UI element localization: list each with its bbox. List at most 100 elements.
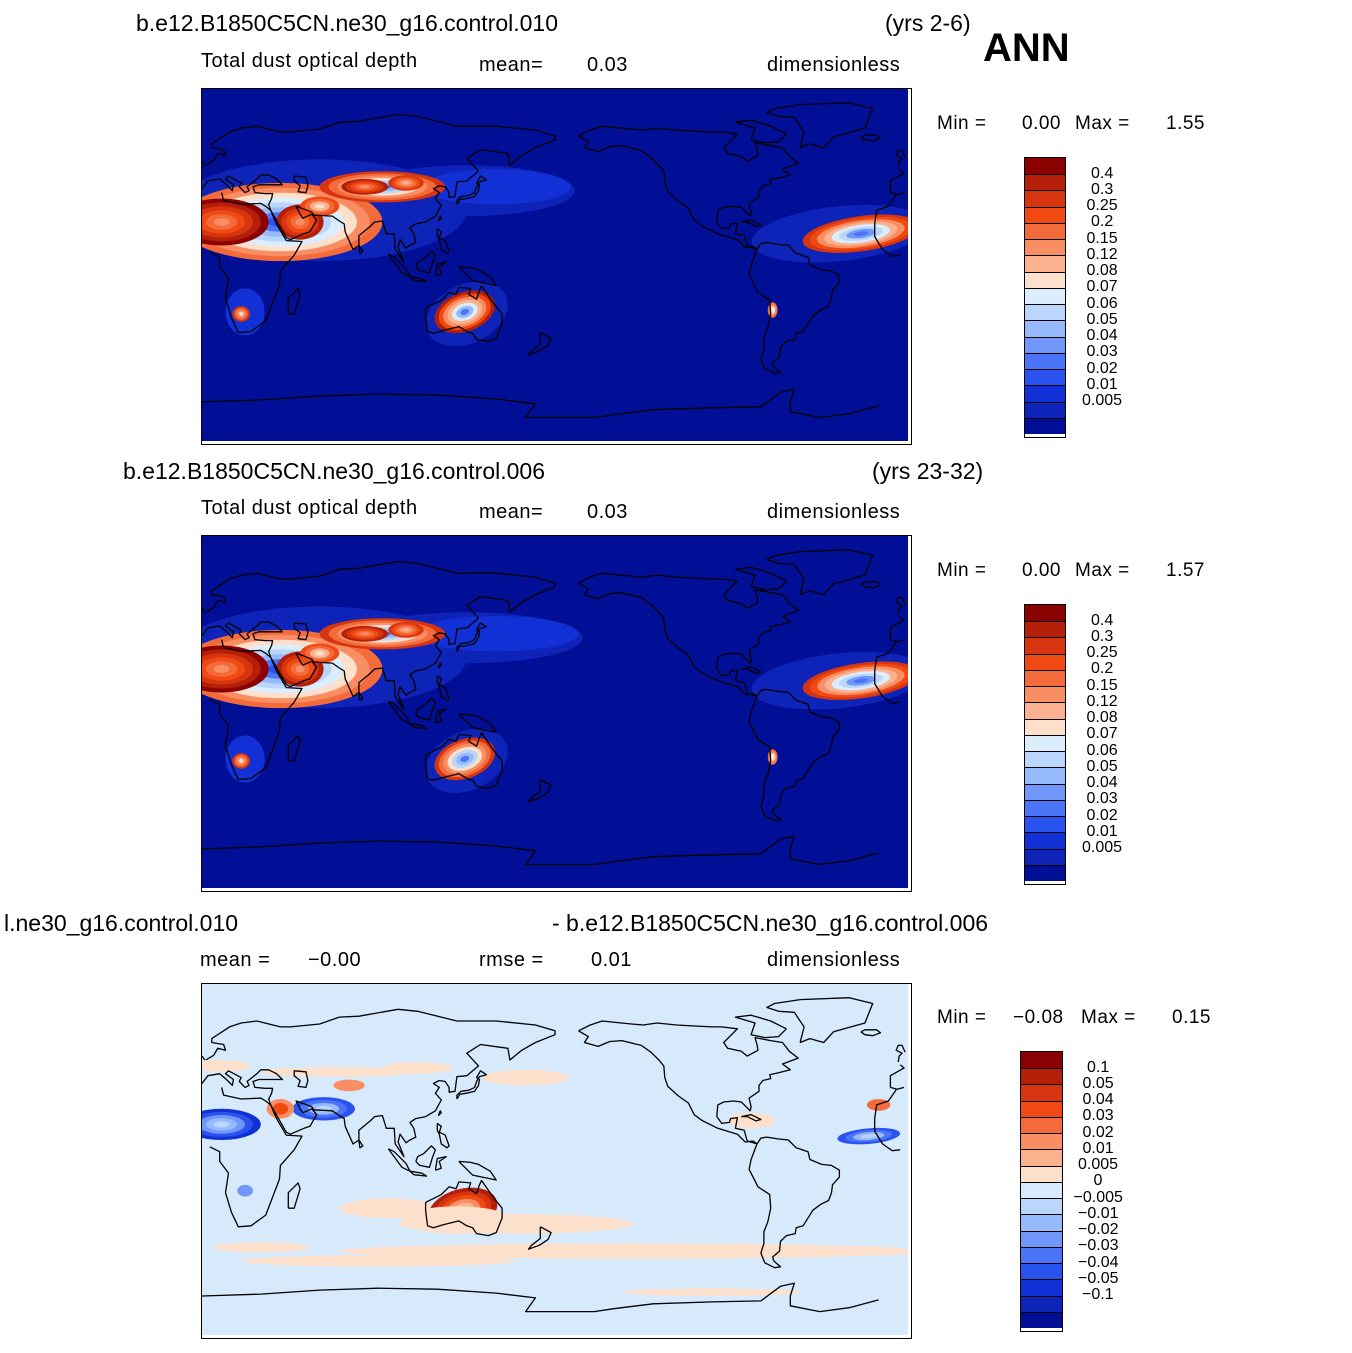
- coastline-sumatra: [387, 1148, 411, 1172]
- panel3-mean-label: mean =: [200, 949, 271, 971]
- background-field: [202, 536, 908, 888]
- pacific-plume-2: [421, 169, 571, 205]
- coastline-greenland: [766, 549, 874, 596]
- coastline-iceland: [860, 1029, 882, 1037]
- colorbar-swatch: [1025, 255, 1065, 272]
- coastline-taiwan: [437, 215, 442, 222]
- coastline-madagascar: [287, 734, 301, 762]
- colorbar-tick-label: 0.06: [1086, 741, 1118, 759]
- iran-core-ring-3: [314, 203, 325, 209]
- panel2-colorbar: [1024, 604, 1066, 885]
- colorbar-tick-label: 0.05: [1086, 310, 1118, 328]
- coastline-namerica: [578, 125, 799, 251]
- colorbar-tick-label: 0.3: [1091, 181, 1114, 198]
- colorbar-swatch: [1025, 832, 1065, 849]
- colorbar-tick-label: −0.01: [1078, 1204, 1119, 1222]
- colorbar-swatch: [1021, 1052, 1062, 1069]
- colorbar-swatch: [1025, 369, 1065, 386]
- panel3-rmse-value: 0.01: [591, 949, 632, 971]
- colorbar-swatch: [1021, 1198, 1062, 1215]
- coastline-africa: [209, 192, 901, 334]
- coastline-baffin: [734, 119, 787, 144]
- colorbar-tick-label: −0.1: [1082, 1286, 1114, 1303]
- dust-field-svg: [202, 536, 908, 888]
- kalahari-core-ring-3: [239, 311, 244, 316]
- panel2-mean-label: mean=: [479, 501, 544, 523]
- coastline-australia: [424, 732, 503, 789]
- colorbar-swatch: [1025, 605, 1065, 622]
- coastline-cuba: [741, 219, 762, 227]
- panel2-units: dimensionless: [767, 501, 901, 523]
- colorbar-swatch: [1025, 686, 1065, 703]
- colorbar-swatch: [1021, 1279, 1062, 1296]
- colorbar-swatch: [1025, 385, 1065, 402]
- coastline-taiwan: [437, 662, 442, 669]
- sahara-core-ring-5: [213, 665, 230, 673]
- panel1-min-label: Min =: [937, 113, 987, 134]
- europe-band: [202, 1060, 251, 1072]
- colorbar-tick-label: 0.2: [1091, 660, 1114, 678]
- coastline-baffin: [734, 1014, 787, 1039]
- colorbar-tick-label: −0.03: [1078, 1237, 1119, 1255]
- colorbar-tick-label: 0.04: [1086, 774, 1118, 792]
- coastline-japan: [456, 1070, 488, 1100]
- colorbar-tick-label: 0.2: [1091, 213, 1114, 231]
- colorbar-swatch: [1025, 702, 1065, 719]
- panel1-mean-value: 0.03: [587, 54, 628, 76]
- coastline-greenland: [766, 102, 874, 149]
- colorbar-swatch: [1025, 783, 1065, 800]
- colorbar-swatch: [1025, 401, 1065, 418]
- panel1-units: dimensionless: [767, 54, 901, 76]
- panel1-min-value: 0.00: [1022, 113, 1061, 134]
- background-field: [202, 984, 908, 1335]
- colorbar-tick-label: 0: [1093, 1172, 1103, 1190]
- difference-field-svg: [202, 984, 908, 1335]
- colorbar-swatch: [1025, 174, 1065, 191]
- colorbar-swatch: [1025, 816, 1065, 833]
- colorbar-tick-label: 0.01: [1086, 375, 1118, 393]
- colorbar-tick-label: 0.07: [1086, 725, 1118, 743]
- central-asia-positive: [333, 1079, 365, 1092]
- colorbar-tick-label: 0.25: [1086, 197, 1118, 215]
- iran-core-ring-3: [314, 650, 325, 656]
- panel3-min-value: −0.08: [1013, 1007, 1064, 1028]
- colorbar-tick-label: 0.12: [1086, 245, 1118, 263]
- colorbar-tick-label: 0.3: [1091, 628, 1114, 645]
- coastline-eurasia: [202, 1008, 905, 1158]
- so-band-2: [241, 1255, 516, 1267]
- arabia-core-ring-4: [295, 665, 305, 673]
- colorbar-swatch: [1025, 352, 1065, 370]
- colorbar-tick-label: 0.03: [1082, 1107, 1114, 1125]
- angola-negative: [237, 1184, 253, 1197]
- colorbar-swatch: [1021, 1133, 1062, 1150]
- coastline-newguinea: [458, 266, 497, 287]
- colorbar-swatch: [1021, 1263, 1062, 1280]
- panel1-mean-label: mean=: [479, 54, 544, 76]
- australia-core-ring-6: [460, 755, 470, 762]
- coastline-nz: [527, 331, 552, 356]
- colorbar-tick-label: 0.4: [1091, 164, 1114, 182]
- coastline-baffin: [734, 566, 787, 591]
- coastline-taiwan: [437, 1110, 442, 1117]
- colorbar-swatch: [1025, 190, 1065, 207]
- panel1-max-value: 1.55: [1166, 113, 1205, 134]
- sahara-core-ring-5: [213, 218, 230, 226]
- panel1-map: [201, 88, 912, 445]
- coastline-cuba: [741, 666, 762, 674]
- asia-north-band: [260, 1066, 418, 1077]
- coastline-australia: [424, 1179, 503, 1237]
- colorbar-tick-label: 0.02: [1086, 359, 1118, 377]
- coastline-java: [409, 723, 428, 730]
- panel3-max-value: 0.15: [1172, 1007, 1211, 1028]
- colorbar-swatch: [1025, 239, 1065, 256]
- colorbar-swatch: [1025, 767, 1065, 784]
- colorbar-tick-label: −0.02: [1078, 1221, 1119, 1239]
- colorbar-tick-label: 0.05: [1082, 1075, 1114, 1092]
- colorbar-tick-label: 0.01: [1082, 1139, 1114, 1157]
- colorbar-tick-label: 0.005: [1082, 392, 1123, 409]
- colorbar-tick-label: 0.03: [1086, 790, 1118, 808]
- colorbar-tick-label: 0.1: [1087, 1058, 1110, 1076]
- colorbar-swatch: [1025, 751, 1065, 768]
- coastline-uk: [202, 149, 906, 168]
- panel1-variable: Total dust optical depth: [201, 50, 418, 72]
